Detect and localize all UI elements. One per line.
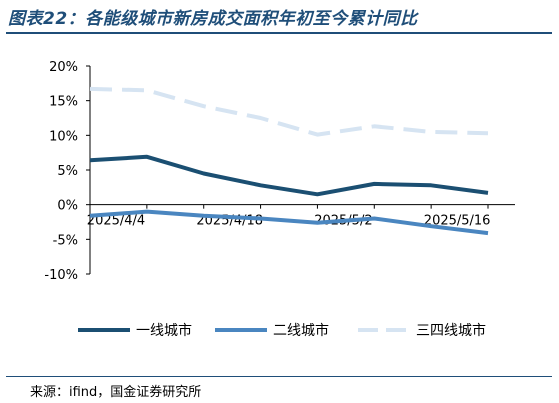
x-tick-label: 2025/5/16	[424, 214, 491, 229]
y-tick-label: 0%	[57, 199, 78, 214]
y-tick-label: 15%	[49, 95, 78, 110]
series-line-2	[89, 209, 489, 236]
legend-label-2: 二线城市	[273, 322, 329, 339]
legend: 一线城市 二线城市 三四线城市	[78, 322, 486, 339]
y-tick-label: 10%	[49, 129, 78, 144]
source-divider	[6, 376, 552, 377]
y-tick-label: -10%	[44, 268, 78, 283]
series-line-1	[89, 154, 489, 197]
legend-label-3: 三四线城市	[416, 322, 486, 339]
title-divider	[6, 32, 552, 34]
y-tick-label: 5%	[57, 164, 78, 179]
source-note: 来源：ifind，国金证券研究所	[30, 385, 202, 400]
series-lines	[89, 86, 489, 236]
y-tick-label: -5%	[53, 233, 78, 248]
y-axis-tick-labels: 20% 15% 10% 5% 0% -5% -10%	[44, 60, 78, 283]
y-tick-label: 20%	[49, 60, 78, 75]
x-tick-label: 2025/4/4	[87, 214, 145, 229]
legend-label-1: 一线城市	[136, 322, 192, 339]
chart-axes	[86, 65, 515, 275]
series-line-3	[89, 86, 489, 137]
chart-title: 图表22：各能级城市新房成交面积年初至今累计同比	[8, 9, 418, 29]
